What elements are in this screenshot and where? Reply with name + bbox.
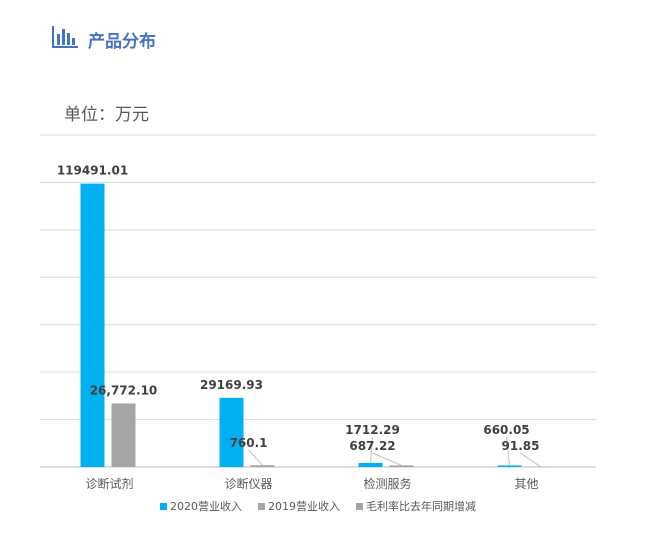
legend-item: 2019营业收入 <box>268 499 340 513</box>
leader-line <box>506 436 510 466</box>
bar-2020 <box>497 465 522 467</box>
data-label: 1712.29 <box>345 423 400 437</box>
bar-2020 <box>80 183 105 467</box>
data-label: 660.05 <box>483 423 529 437</box>
legend-marker <box>160 503 167 510</box>
data-label: 119491.01 <box>57 164 128 178</box>
category-label: 诊断试剂 <box>85 476 133 491</box>
data-label: 687.22 <box>349 439 395 453</box>
legend-marker <box>356 503 363 510</box>
bar-2020 <box>358 462 383 467</box>
leader-line <box>520 452 541 468</box>
unit-label: 单位：万元 <box>64 105 149 125</box>
leader-line <box>248 449 263 466</box>
data-label: 29169.93 <box>200 378 263 392</box>
bar-2019 <box>250 465 275 467</box>
leader-line <box>370 436 373 463</box>
category-label: 检测服务 <box>363 476 411 491</box>
leader-line <box>372 452 402 466</box>
legend-marker <box>258 503 265 510</box>
data-label: 91.85 <box>502 439 540 453</box>
bar-2020 <box>219 397 244 467</box>
data-label: 760.1 <box>230 436 268 450</box>
page-title: 产品分布 <box>88 32 156 52</box>
category-label: 诊断仪器 <box>224 476 272 491</box>
data-label: 26,772.10 <box>90 384 158 398</box>
bar-2019 <box>111 403 136 467</box>
bar-2019 <box>389 465 414 467</box>
category-label: 其他 <box>514 477 538 491</box>
legend-item: 毛利率比去年同期增减 <box>366 499 476 513</box>
legend-item: 2020营业收入 <box>170 499 242 513</box>
